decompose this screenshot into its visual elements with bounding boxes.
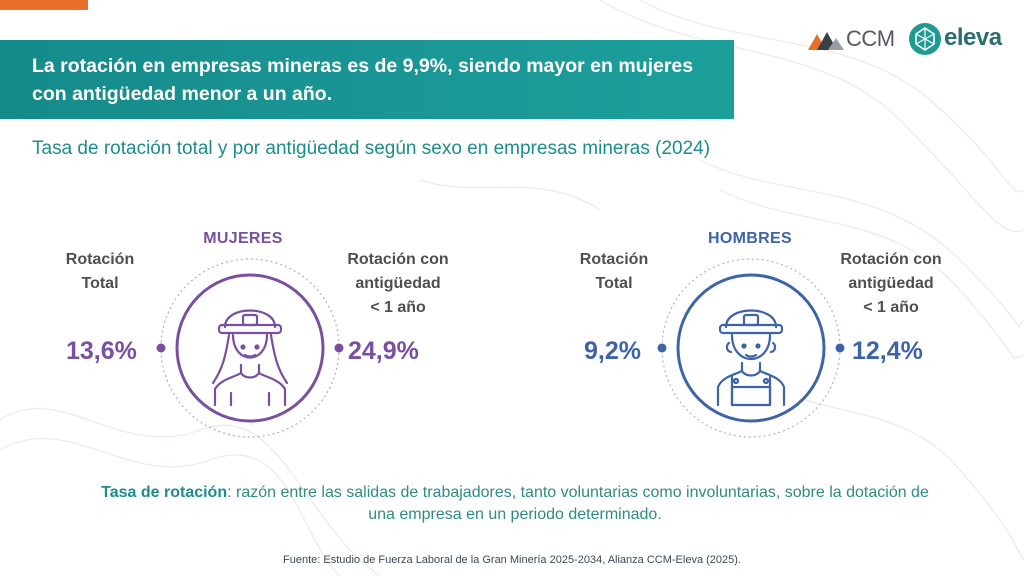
- women-total-value: 13,6%: [66, 337, 137, 365]
- men-tenure-label-line: < 1 año: [863, 299, 919, 316]
- men-tenure-label: Rotación con antigüedad < 1 año: [826, 248, 956, 320]
- definition-note: Tasa de rotación: razón entre las salida…: [100, 482, 930, 526]
- women-total-label-line: Rotación: [65, 251, 135, 268]
- women-panel: MUJERES Rotación Total Rotación con anti…: [50, 225, 470, 445]
- definition-text: : razón entre las salidas de trabajadore…: [227, 484, 929, 523]
- male-miner-icon: [716, 309, 786, 407]
- source-note: Fuente: Estudio de Fuerza Laboral de la …: [283, 554, 741, 566]
- eleva-logo-icon: [909, 23, 941, 55]
- men-title: HOMBRES: [708, 230, 792, 247]
- women-tenure-label-line: < 1 año: [370, 299, 426, 316]
- women-tenure-label-line: antigüedad: [355, 275, 441, 292]
- ccm-logo-icon: [808, 32, 844, 50]
- men-total-label-line: Total: [595, 275, 633, 292]
- partner-logos: CCM eleva: [808, 20, 1018, 60]
- women-tenure-label: Rotación con antigüedad < 1 año: [333, 248, 463, 320]
- men-tenure-value: 12,4%: [852, 337, 923, 365]
- headline-banner: La rotación en empresas mineras es de 9,…: [0, 40, 734, 119]
- women-total-label-line: Total: [81, 275, 119, 292]
- female-miner-icon: [211, 309, 289, 407]
- women-total-label: Rotación Total: [50, 248, 150, 296]
- women-tenure-value: 24,9%: [348, 337, 419, 365]
- women-icon-circle: [156, 258, 344, 438]
- men-total-value: 9,2%: [584, 337, 641, 365]
- women-tenure-label-line: Rotación con: [347, 251, 449, 268]
- men-panel: HOMBRES Rotación Total Rotación con anti…: [560, 225, 980, 445]
- women-title: MUJERES: [203, 230, 283, 247]
- men-total-label-line: Rotación: [579, 251, 649, 268]
- men-tenure-label-line: antigüedad: [848, 275, 934, 292]
- men-tenure-label-line: Rotación con: [840, 251, 942, 268]
- men-icon-circle: [657, 258, 845, 438]
- men-total-label: Rotación Total: [564, 248, 664, 296]
- ccm-logo-text: CCM: [846, 26, 895, 51]
- eleva-logo-text: eleva: [944, 24, 1002, 51]
- headline-text: La rotación en empresas mineras es de 9,…: [32, 55, 694, 105]
- accent-bar: [0, 0, 88, 10]
- definition-term: Tasa de rotación: [101, 484, 228, 501]
- chart-subtitle: Tasa de rotación total y por antigüedad …: [32, 138, 711, 159]
